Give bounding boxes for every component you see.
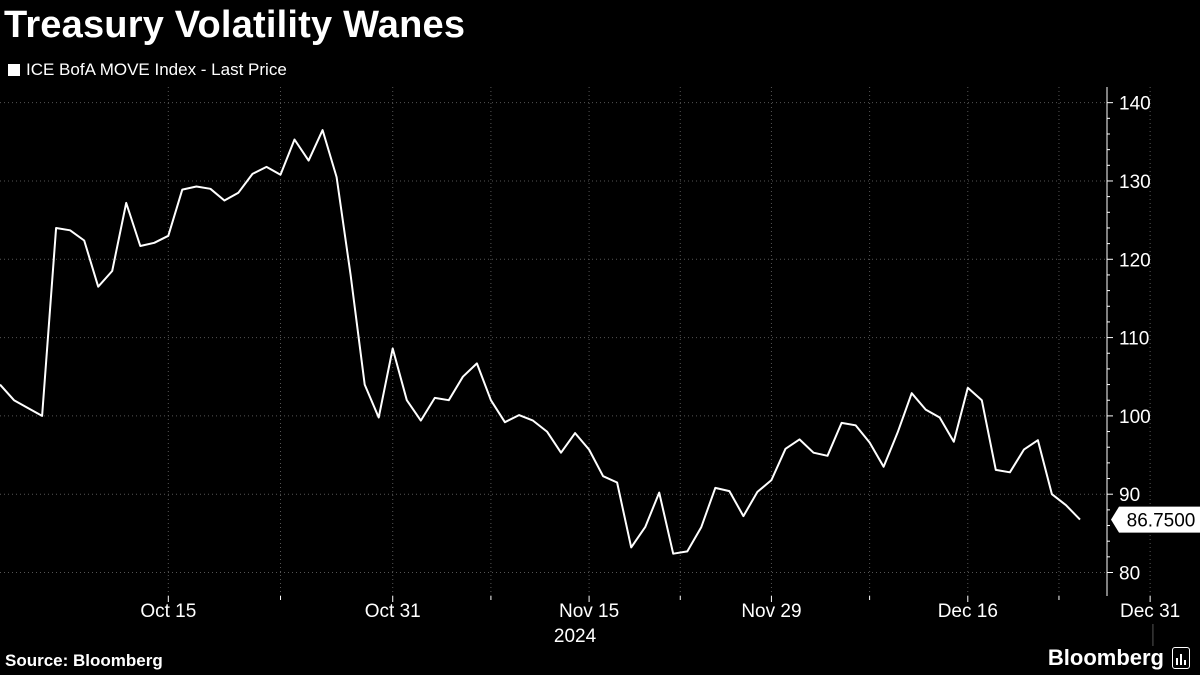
x-tick-label: Dec 31 — [1120, 601, 1180, 622]
x-tick-label: Oct 15 — [140, 601, 196, 622]
chart-title: Treasury Volatility Wanes — [4, 4, 466, 46]
last-value-badge — [1111, 506, 1200, 533]
year-label: 2024 — [554, 626, 597, 647]
y-tick-label: 100 — [1119, 407, 1151, 428]
brand-name: Bloomberg — [1047, 645, 1164, 670]
legend-label: ICE BofA MOVE Index - Last Price — [26, 60, 287, 79]
bloomberg-terminal-icon — [1172, 647, 1190, 669]
x-tick-label: Dec 16 — [938, 601, 998, 622]
last-value-label: 86.7500 — [1127, 511, 1196, 532]
series-line — [0, 129, 1081, 555]
y-tick-label: 120 — [1119, 250, 1151, 271]
series-layer — [0, 129, 1081, 555]
x-tick-label: Oct 31 — [365, 601, 421, 622]
x-tick-label: Nov 15 — [559, 601, 619, 622]
x-tick-label: Nov 29 — [741, 601, 801, 622]
bloomberg-logo: Bloomberg — [1048, 645, 1190, 671]
legend: ICE BofA MOVE Index - Last Price — [8, 60, 287, 80]
legend-swatch-icon — [8, 64, 20, 76]
y-tick-label: 90 — [1119, 485, 1140, 506]
y-tick-label: 110 — [1119, 329, 1149, 350]
source-note: Source: Bloomberg — [5, 651, 163, 670]
y-tick-label: 130 — [1119, 172, 1151, 193]
y-tick-label: 80 — [1119, 564, 1140, 585]
axis-layer: 80 90 100 110 120 130 140 Oct 15 Oct 31 Nov 15 Nov… — [140, 87, 1200, 647]
grid-layer — [0, 87, 1151, 596]
y-tick-label: 140 — [1119, 94, 1151, 115]
